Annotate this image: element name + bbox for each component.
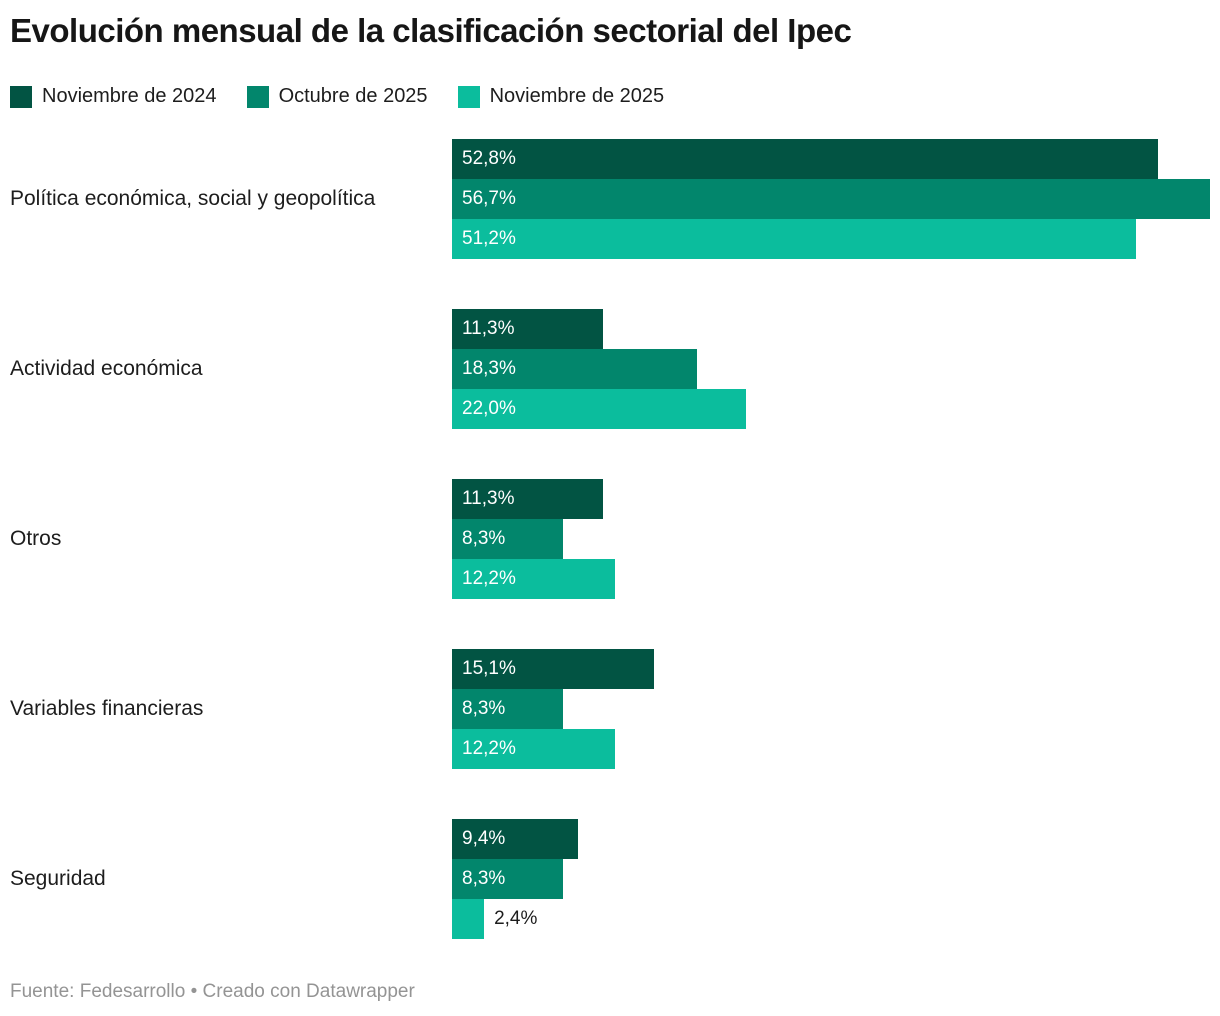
- bars-container: 52,8% 56,7% 51,2%: [452, 139, 1210, 259]
- bar: 56,7%: [452, 179, 1210, 219]
- bar: 8,3%: [452, 689, 563, 729]
- category-label: Variables financieras: [10, 697, 204, 720]
- legend-item: Noviembre de 2024: [10, 85, 217, 108]
- bar: 12,2%: [452, 729, 616, 769]
- bar-chart: Política económica, social y geopolítica…: [0, 139, 1220, 939]
- legend-item: Octubre de 2025: [246, 85, 428, 108]
- bar-value-label: 12,2%: [462, 738, 516, 759]
- bar-value-label: 52,8%: [462, 148, 516, 169]
- bar-row: 15,1%: [452, 649, 1210, 689]
- bar-row: 9,4%: [452, 819, 1210, 859]
- bar-row: 51,2%: [452, 219, 1210, 259]
- bar: 8,3%: [452, 859, 563, 899]
- bar-row: 22,0%: [452, 389, 1210, 429]
- bar: 15,1%: [452, 649, 654, 689]
- legend-label: Noviembre de 2024: [42, 85, 217, 107]
- bar: 51,2%: [452, 219, 1137, 259]
- bar-row: 2,4%: [452, 899, 1210, 939]
- bar: 8,3%: [452, 519, 563, 559]
- bar-value-label: 8,3%: [462, 528, 506, 549]
- bar-value-label: 22,0%: [462, 398, 516, 419]
- bar-value-label: 9,4%: [462, 828, 506, 849]
- bar-row: 8,3%: [452, 689, 1210, 729]
- bar-value-label: 2,4%: [494, 908, 538, 929]
- legend-label: Noviembre de 2025: [489, 85, 665, 107]
- bar-value-label: 51,2%: [462, 228, 516, 249]
- bar-group: Política económica, social y geopolítica…: [0, 139, 1220, 259]
- legend-label: Octubre de 2025: [278, 85, 428, 107]
- bar-value-label: 56,7%: [462, 188, 516, 209]
- legend: Noviembre de 2024 Octubre de 2025 Noviembr…: [10, 85, 664, 108]
- bars-container: 9,4% 8,3% 2,4%: [452, 819, 1210, 939]
- bars-container: 11,3% 8,3% 12,2%: [452, 479, 1210, 599]
- bar-row: 8,3%: [452, 519, 1210, 559]
- bar-value-label: 12,2%: [462, 568, 516, 589]
- bar-row: 18,3%: [452, 349, 1210, 389]
- legend-color-swatch: [10, 85, 32, 108]
- attribution-link[interactable]: Creado con Datawrapper: [202, 981, 415, 1002]
- legend-color-swatch: [246, 85, 269, 108]
- bar-row: 8,3%: [452, 859, 1210, 899]
- bar-value-label: 15,1%: [462, 658, 516, 679]
- bar-group: Variables financieras 15,1% 8,3% 12,2%: [0, 649, 1220, 769]
- bar-row: 11,3%: [452, 479, 1210, 519]
- bar: 9,4%: [452, 819, 578, 859]
- bar: 22,0%: [452, 389, 747, 429]
- category-label: Seguridad: [10, 867, 106, 890]
- bar-value-label: 8,3%: [462, 698, 506, 719]
- category-label: Política económica, social y geopolítica: [10, 187, 376, 210]
- source-note: Fuente: Fedesarrollo • Creado con Datawr…: [10, 981, 415, 1003]
- bar: 52,8%: [452, 139, 1158, 179]
- legend-color-swatch: [457, 85, 480, 108]
- bar-value-label: 11,3%: [462, 488, 515, 509]
- footer-separator: •: [190, 981, 198, 1002]
- category-label: Otros: [10, 527, 62, 550]
- bar-row: 11,3%: [452, 309, 1210, 349]
- bar: 18,3%: [452, 349, 697, 389]
- bar-row: 12,2%: [452, 559, 1210, 599]
- bar-group: Seguridad 9,4% 8,3% 2,4%: [0, 819, 1220, 939]
- bars-container: 15,1% 8,3% 12,2%: [452, 649, 1210, 769]
- bar-group: Actividad económica 11,3% 18,3% 22,0%: [0, 309, 1220, 429]
- bar-row: 12,2%: [452, 729, 1210, 769]
- bars-container: 11,3% 18,3% 22,0%: [452, 309, 1210, 429]
- bar: 11,3%: [452, 479, 604, 519]
- bar: [452, 899, 485, 939]
- bar: 11,3%: [452, 309, 604, 349]
- bar-row: 52,8%: [452, 139, 1210, 179]
- bar-value-label: 18,3%: [462, 358, 516, 379]
- legend-item: Noviembre de 2025: [457, 85, 665, 108]
- source-text: Fuente: Fedesarrollo: [10, 981, 186, 1002]
- category-label: Actividad económica: [10, 357, 203, 380]
- bar: 12,2%: [452, 559, 616, 599]
- chart-title: Evolución mensual de la clasificación se…: [10, 12, 852, 49]
- bar-row: 56,7%: [452, 179, 1210, 219]
- bar-group: Otros 11,3% 8,3% 12,2%: [0, 479, 1220, 599]
- bar-value-label: 11,3%: [462, 318, 515, 339]
- bar-value-label: 8,3%: [462, 868, 506, 889]
